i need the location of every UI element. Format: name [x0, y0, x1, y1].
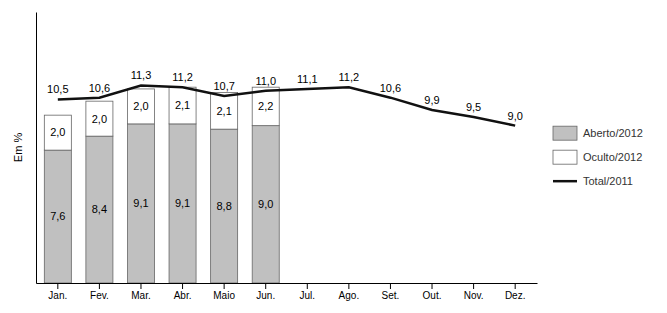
bar — [86, 136, 113, 283]
x-axis-line — [37, 283, 538, 284]
x-tick-label: Set. — [382, 290, 400, 301]
data-label: 9,9 — [424, 94, 439, 106]
bar — [86, 101, 113, 136]
legend-swatch — [553, 180, 577, 183]
y-axis-line — [36, 13, 37, 284]
data-label: 2,0 — [50, 126, 65, 138]
x-axis: Jan. Fev. Mar. Abr. Maio Jun. Jul. Ago. Set. Out.… — [37, 283, 538, 301]
chart: Jan. Fev. Mar. Abr. Maio Jun. Jul. Ago. Set. Out.… — [0, 0, 667, 313]
x-tick-mark — [307, 283, 308, 289]
x-tick-label: Jul. — [300, 290, 316, 301]
x-tick-mark — [57, 283, 58, 289]
x-tick: Dez. — [505, 283, 526, 301]
data-label: 2,1 — [175, 99, 190, 111]
data-labels: 7,6 8,4 9,1 9,1 8,8 9,0 2,0 2,0 2,0 2,1 2,1 2,2 10,5… — [47, 69, 523, 222]
x-tick-mark — [390, 283, 391, 289]
data-label: 10,5 — [47, 83, 68, 95]
bar — [44, 115, 71, 150]
x-tick: Mar. — [131, 283, 150, 301]
x-tick: Jan. — [48, 283, 67, 301]
data-label: 11,3 — [131, 69, 152, 81]
plot: Jan. Fev. Mar. Abr. Maio Jun. Jul. Ago. Set. Out.… — [37, 13, 538, 302]
legend-item: Total/2011 — [553, 175, 633, 187]
data-label: 9,0 — [258, 198, 273, 210]
data-label: 8,4 — [92, 203, 107, 215]
x-tick-label: Out. — [423, 290, 442, 301]
data-label: 2,0 — [133, 100, 148, 112]
x-tick: Nov. — [464, 283, 484, 301]
x-tick-label: Dez. — [505, 290, 526, 301]
x-tick-label: Ago. — [339, 290, 360, 301]
x-tick-mark — [432, 283, 433, 289]
legend-label: Oculto/2012 — [583, 151, 642, 163]
data-label: 9,1 — [133, 197, 148, 209]
x-tick: Set. — [382, 283, 400, 301]
data-label: 10,6 — [380, 82, 401, 94]
bar — [44, 150, 71, 283]
data-label: 11,0 — [255, 75, 276, 87]
data-label: 11,2 — [339, 71, 360, 83]
x-tick-mark — [348, 283, 349, 289]
x-tick: Fev. — [90, 283, 109, 301]
data-label: 9,0 — [508, 110, 523, 122]
data-label: 10,7 — [213, 80, 234, 92]
bar — [211, 129, 238, 283]
x-tick-mark — [99, 283, 100, 289]
x-tick-label: Maio — [213, 290, 235, 301]
data-label: 10,6 — [89, 82, 110, 94]
y-axis — [36, 13, 37, 284]
x-tick-mark — [140, 283, 141, 289]
x-tick-mark — [224, 283, 225, 289]
legend-swatch — [553, 126, 577, 140]
legend-label: Aberto/2012 — [583, 127, 643, 139]
data-label: 11,2 — [172, 71, 193, 83]
data-label: 9,1 — [175, 197, 190, 209]
x-tick-label: Mar. — [131, 290, 150, 301]
line — [58, 85, 515, 125]
x-tick-mark — [265, 283, 266, 289]
bar — [169, 124, 196, 283]
data-label: 11,1 — [297, 73, 318, 85]
x-tick-label: Jun. — [256, 290, 275, 301]
bar — [127, 89, 154, 124]
x-tick-mark — [473, 283, 474, 289]
data-label: 2,1 — [216, 105, 231, 117]
legend-item: Oculto/2012 — [553, 150, 642, 164]
bar — [252, 126, 279, 283]
x-tick-label: Fev. — [90, 290, 109, 301]
bar — [127, 124, 154, 283]
data-label: 7,6 — [50, 210, 65, 222]
x-tick-mark — [182, 283, 183, 289]
x-tick: Jun. — [256, 283, 275, 301]
x-tick-label: Abr. — [174, 290, 192, 301]
x-tick: Jul. — [300, 283, 316, 301]
marks — [44, 85, 515, 283]
legend-swatch — [553, 150, 577, 164]
x-tick-label: Jan. — [48, 290, 67, 301]
data-label: 2,0 — [92, 113, 107, 125]
x-tick: Maio — [213, 283, 235, 301]
legend-label: Total/2011 — [583, 175, 633, 187]
bar — [169, 87, 196, 124]
y-axis-title: Em % — [12, 133, 24, 163]
data-label: 9,5 — [466, 101, 481, 113]
legend: Aberto/2012 Oculto/2012 Total/2011 — [553, 126, 643, 187]
legend-item: Aberto/2012 — [553, 126, 643, 140]
x-tick: Ago. — [339, 283, 360, 301]
x-tick-label: Nov. — [464, 290, 484, 301]
x-tick: Abr. — [174, 283, 192, 301]
data-label: 2,2 — [258, 100, 273, 112]
data-label: 8,8 — [216, 200, 231, 212]
x-tick: Out. — [423, 283, 442, 301]
x-tick-mark — [515, 283, 516, 289]
bar — [211, 92, 238, 129]
